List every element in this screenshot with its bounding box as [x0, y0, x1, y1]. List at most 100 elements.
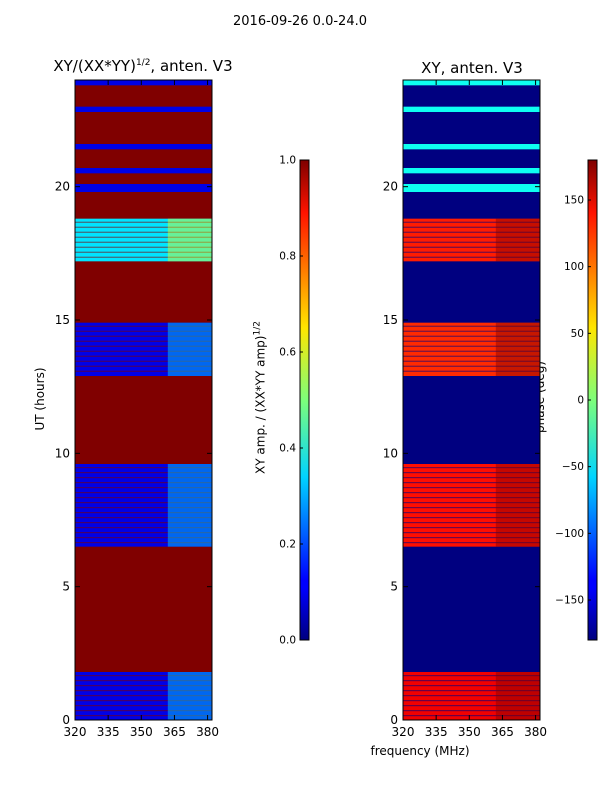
colorbar-tick-label: −150	[555, 595, 584, 607]
colorbar-gradient	[299, 159, 310, 641]
heatmap-stripe	[75, 365, 212, 367]
x-tick-label: 350	[458, 725, 481, 739]
colorbar-tick-label: 0.4	[279, 443, 296, 455]
x-tick-label: 380	[524, 725, 547, 739]
heatmap-stripe	[75, 370, 212, 372]
heatmap-stripe	[403, 345, 540, 347]
heatmap-stripe	[403, 492, 540, 494]
colorbar-tick-label: 0.8	[279, 251, 296, 263]
heatmap-band	[403, 144, 540, 150]
amplitude-colorbar: 0.0 0.2 0.4 0.6 0.8 1.0	[279, 155, 310, 647]
colorbar-tick-label: 0.6	[279, 347, 296, 359]
y-tick-label: 10	[383, 446, 398, 460]
heatmap-stripe	[75, 241, 212, 243]
heatmap-stripe	[403, 685, 540, 687]
heatmap-stripe	[75, 340, 212, 342]
heatmap-stripe	[75, 231, 212, 233]
heatmap-stripe	[75, 492, 212, 494]
heatmap-band	[75, 80, 212, 86]
axes-frame	[74, 79, 213, 721]
heatmap-stripe	[75, 330, 212, 332]
heatmap-stripe	[75, 695, 212, 697]
heatmap-stripe	[75, 512, 212, 514]
heatmap-stripe	[403, 487, 540, 489]
heatmap-stripe	[403, 241, 540, 243]
heatmap-stripe	[403, 522, 540, 524]
heatmap-stripe	[403, 370, 540, 372]
y-tick-label: 15	[383, 313, 398, 327]
heatmap-stripe	[403, 715, 540, 717]
heatmap-stripe	[403, 467, 540, 469]
heatmap-stripe	[403, 680, 540, 682]
heatmap-stripe	[75, 532, 212, 534]
heatmap-band	[75, 184, 212, 192]
y-tick-label: 10	[55, 446, 70, 460]
heatmap-stripe	[75, 497, 212, 499]
heatmap-stripe	[403, 335, 540, 337]
colorbar-tick-label: −100	[555, 528, 584, 540]
heatmap-stripe	[75, 467, 212, 469]
y-tick-label: 5	[390, 580, 398, 594]
colorbar-tick-label: 100	[564, 261, 584, 273]
y-tick-label: 0	[390, 713, 398, 727]
heatmap-band	[75, 144, 212, 150]
heatmap-stripe	[403, 512, 540, 514]
heatmap-stripe	[403, 507, 540, 509]
heatmap-stripe	[403, 256, 540, 258]
heatmap-stripe	[403, 497, 540, 499]
heatmap-stripe	[75, 350, 212, 352]
heatmap-stripe	[75, 472, 212, 474]
heatmap-stripe	[75, 487, 212, 489]
heatmap-stripe	[75, 685, 212, 687]
left-panel-title: XY/(XX*YY)1/2, anten. V3	[53, 57, 233, 75]
heatmap-noise-region	[495, 322, 540, 376]
heatmap-stripe	[403, 527, 540, 529]
heatmap-noise-region	[167, 464, 212, 547]
heatmap-stripe	[403, 472, 540, 474]
heatmap-noise-region	[167, 218, 212, 262]
colorbar-tick-label: 0.0	[279, 635, 296, 647]
heatmap-stripe	[75, 251, 212, 253]
heatmap-stripe	[75, 360, 212, 362]
colorbar-tick-label: 0.2	[279, 539, 296, 551]
heatmap-stripe	[403, 325, 540, 327]
heatmap-stripe	[75, 256, 212, 258]
x-tick-label: 320	[392, 725, 415, 739]
heatmap-stripe	[403, 695, 540, 697]
heatmap-stripe	[403, 700, 540, 702]
x-axis-label: frequency (MHz)	[370, 744, 470, 758]
heatmap-stripe	[403, 532, 540, 534]
heatmap-stripe	[403, 705, 540, 707]
heatmap-stripe	[403, 330, 540, 332]
x-tick-label: 365	[491, 725, 514, 739]
heatmap-stripe	[403, 221, 540, 223]
x-tick-label: 335	[97, 725, 120, 739]
x-tick-label: 320	[64, 725, 87, 739]
heatmap-stripe	[403, 236, 540, 238]
heatmap-band	[403, 106, 540, 112]
y-tick-label: 0	[62, 713, 70, 727]
colorbar-tick-label: −50	[562, 461, 584, 473]
heatmap-stripe	[403, 251, 540, 253]
heatmap-stripe	[403, 360, 540, 362]
heatmap-background	[75, 80, 212, 720]
right-panel-title: XY, anten. V3	[421, 59, 523, 77]
heatmap-stripe	[403, 246, 540, 248]
heatmap-stripe	[75, 236, 212, 238]
heatmap-noise-region	[167, 672, 212, 720]
figure-suptitle: 2016-09-26 0.0-24.0	[233, 14, 367, 29]
heatmap-band	[403, 80, 540, 86]
heatmap-stripe	[75, 527, 212, 529]
heatmap-stripe	[75, 522, 212, 524]
heatmap-band	[75, 106, 212, 112]
heatmap-stripe	[75, 537, 212, 539]
heatmap-stripe	[75, 710, 212, 712]
heatmap-stripe	[75, 542, 212, 544]
heatmap-stripe	[75, 246, 212, 248]
y-tick-label: 20	[55, 180, 70, 194]
heatmap-noise-region	[495, 218, 540, 262]
colorbar-tick-label: 150	[564, 195, 584, 207]
heatmap-band	[403, 168, 540, 174]
heatmap-stripe	[75, 690, 212, 692]
